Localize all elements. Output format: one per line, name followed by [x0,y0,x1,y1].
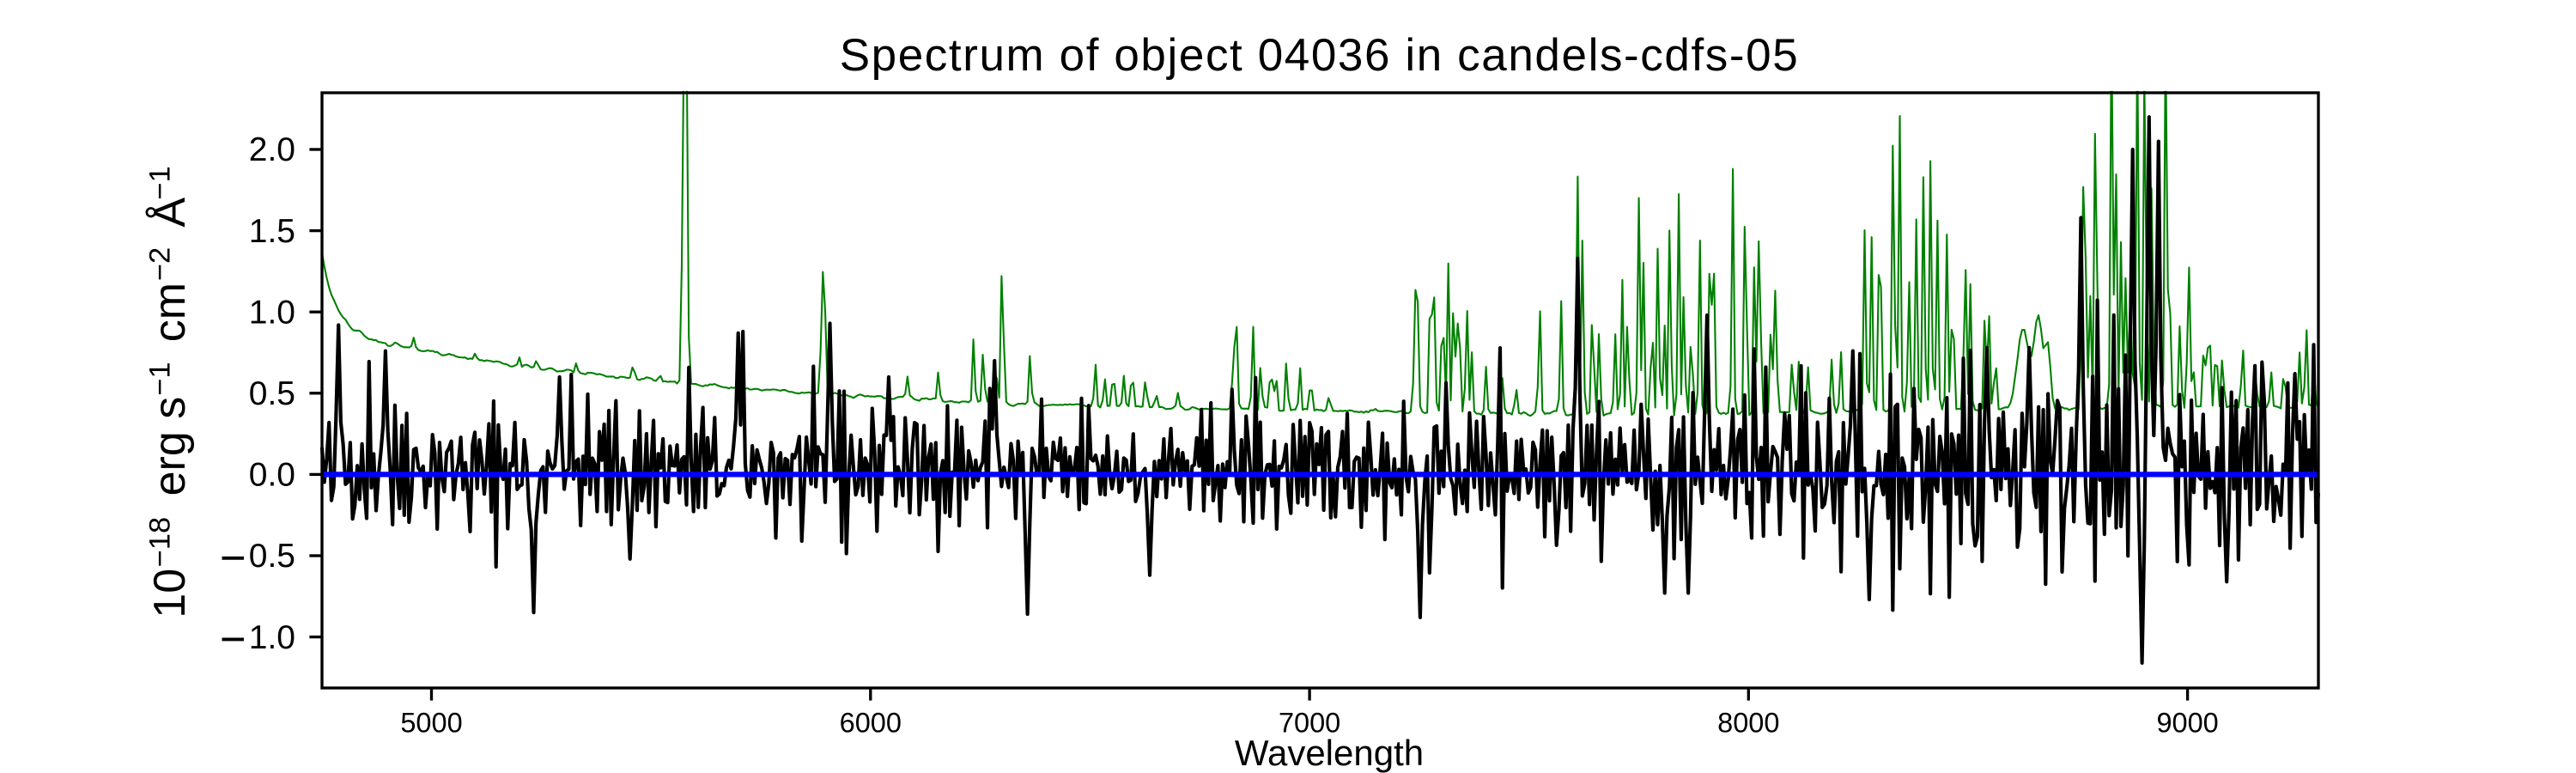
svg-text:2.0: 2.0 [249,131,295,168]
svg-text:7000: 7000 [1279,707,1340,738]
svg-text:1.0: 1.0 [249,619,295,656]
svg-text:8000: 8000 [1717,707,1779,738]
svg-text:6000: 6000 [840,707,902,738]
svg-text:0.5: 0.5 [249,375,295,412]
svg-text:Spectrum of object 04036 in ca: Spectrum of object 04036 in candels-cdfs… [840,30,1800,81]
svg-text:9000: 9000 [2156,707,2218,738]
svg-text:1.0: 1.0 [249,294,295,331]
svg-text:0.0: 0.0 [249,457,295,494]
svg-text:Wavelength: Wavelength [1235,733,1424,773]
svg-text:5000: 5000 [400,707,462,738]
svg-text:0.5: 0.5 [249,538,295,575]
svg-text:1.5: 1.5 [249,213,295,250]
